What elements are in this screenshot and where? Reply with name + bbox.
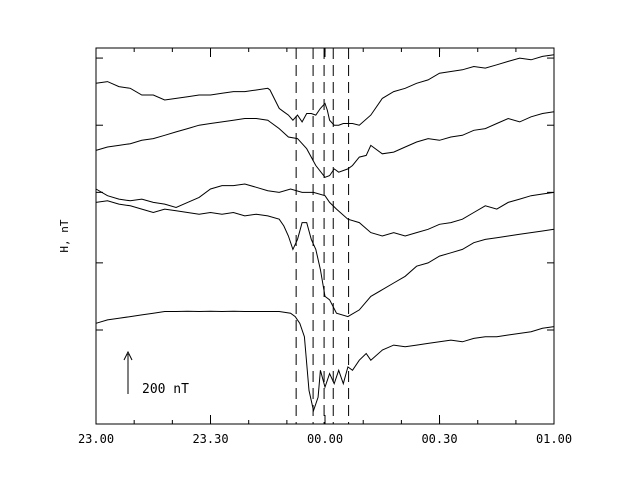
series-group bbox=[95, 54, 555, 413]
series-line-4 bbox=[95, 200, 555, 318]
x-tick-label: 01.00 bbox=[536, 432, 572, 446]
series-line-3 bbox=[95, 183, 555, 237]
x-tick-label: 23.30 bbox=[192, 432, 228, 446]
x-tick-label: 23.00 bbox=[78, 432, 114, 446]
series-line-5 bbox=[95, 310, 555, 413]
event-markers bbox=[295, 48, 350, 424]
scale-bar-label: 200 nT bbox=[142, 382, 189, 397]
x-tick-label: 00.00 bbox=[307, 432, 343, 446]
x-tick-label: 00.30 bbox=[421, 432, 457, 446]
series-line-1 bbox=[95, 54, 555, 126]
series-line-2 bbox=[95, 111, 555, 178]
y-axis-label: H, nT bbox=[58, 219, 71, 252]
scale-bar: 200 nT bbox=[123, 350, 189, 397]
x-tick-labels: 23.00 23.30 00.00 00.30 01.00 bbox=[78, 432, 572, 446]
scale-bar-arrowhead bbox=[123, 350, 133, 361]
axis-ticks bbox=[95, 48, 555, 424]
